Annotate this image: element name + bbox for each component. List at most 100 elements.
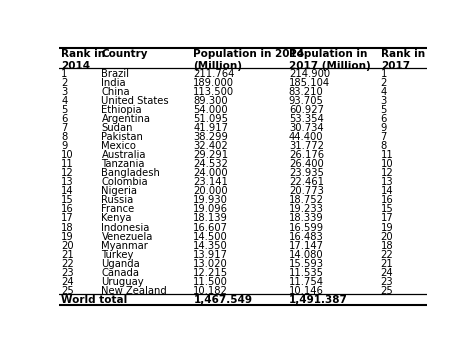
Text: 9: 9 (381, 123, 387, 133)
Text: 16: 16 (61, 204, 74, 214)
Text: 4: 4 (61, 96, 67, 106)
Text: 16.599: 16.599 (289, 222, 324, 232)
Text: 5: 5 (61, 105, 67, 115)
Text: 18.139: 18.139 (193, 214, 228, 224)
Text: 16: 16 (381, 195, 393, 205)
Text: 23: 23 (381, 277, 393, 287)
Text: 15: 15 (61, 195, 74, 205)
Text: 24: 24 (381, 268, 393, 278)
Text: 1,467.549: 1,467.549 (193, 295, 252, 305)
Text: 21: 21 (61, 250, 74, 260)
Text: 10: 10 (61, 150, 74, 160)
Text: 19.930: 19.930 (193, 195, 228, 205)
Text: 10: 10 (381, 159, 393, 169)
Text: 23: 23 (61, 268, 74, 278)
Text: Country: Country (101, 49, 148, 59)
Text: 13: 13 (61, 177, 74, 187)
Text: 113.500: 113.500 (193, 87, 235, 97)
Text: Tanzania: Tanzania (101, 159, 145, 169)
Text: Pakistan: Pakistan (101, 132, 143, 142)
Text: Ethiopia: Ethiopia (101, 105, 142, 115)
Text: 15: 15 (381, 204, 393, 214)
Text: Turkey: Turkey (101, 250, 134, 260)
Text: 31.772: 31.772 (289, 141, 324, 151)
Text: 2: 2 (61, 78, 67, 88)
Text: Nigeria: Nigeria (101, 186, 137, 197)
Text: 93.705: 93.705 (289, 96, 324, 106)
Text: 83.210: 83.210 (289, 87, 324, 97)
Text: Venezuela: Venezuela (101, 232, 153, 242)
Text: New Zealand: New Zealand (101, 286, 167, 296)
Text: 14.350: 14.350 (193, 241, 228, 251)
Text: 18.339: 18.339 (289, 214, 324, 224)
Text: Population in
2017 (Million): Population in 2017 (Million) (289, 49, 371, 70)
Text: 15.593: 15.593 (289, 259, 324, 269)
Text: 23.141: 23.141 (193, 177, 228, 187)
Text: 25: 25 (381, 286, 393, 296)
Text: Kenya: Kenya (101, 214, 132, 224)
Text: 12.215: 12.215 (193, 268, 228, 278)
Text: 16.607: 16.607 (193, 222, 228, 232)
Text: 14.500: 14.500 (193, 232, 228, 242)
Text: 20: 20 (61, 241, 74, 251)
Text: 24.000: 24.000 (193, 168, 228, 178)
Text: 19.096: 19.096 (193, 204, 228, 214)
Text: Myanmar: Myanmar (101, 241, 148, 251)
Text: 12: 12 (61, 168, 74, 178)
Text: 20.773: 20.773 (289, 186, 324, 197)
Text: Sudan: Sudan (101, 123, 133, 133)
Text: 1,491.387: 1,491.387 (289, 295, 348, 305)
Text: 6: 6 (61, 114, 67, 124)
Text: 32.402: 32.402 (193, 141, 228, 151)
Text: 38.299: 38.299 (193, 132, 228, 142)
Text: 5: 5 (381, 105, 387, 115)
Text: Australia: Australia (101, 150, 146, 160)
Text: 54.000: 54.000 (193, 105, 228, 115)
Text: Argentina: Argentina (101, 114, 151, 124)
Text: 20: 20 (381, 232, 393, 242)
Text: 17: 17 (61, 214, 74, 224)
Text: 19: 19 (61, 232, 74, 242)
Text: 30.734: 30.734 (289, 123, 323, 133)
Text: 21: 21 (381, 259, 393, 269)
Text: 11: 11 (381, 150, 393, 160)
Text: Population in 2014
(Million): Population in 2014 (Million) (193, 49, 304, 70)
Text: 13: 13 (381, 177, 393, 187)
Text: 53.354: 53.354 (289, 114, 324, 124)
Text: 22: 22 (381, 250, 393, 260)
Text: 41.917: 41.917 (193, 123, 228, 133)
Text: 11.500: 11.500 (193, 277, 228, 287)
Text: 22.461: 22.461 (289, 177, 324, 187)
Text: 20.000: 20.000 (193, 186, 228, 197)
Text: Indonesia: Indonesia (101, 222, 150, 232)
Text: Mexico: Mexico (101, 141, 137, 151)
Text: World total: World total (61, 295, 128, 305)
Text: 26.400: 26.400 (289, 159, 324, 169)
Text: China: China (101, 87, 130, 97)
Text: 3: 3 (61, 87, 67, 97)
Text: Uruguay: Uruguay (101, 277, 144, 287)
Text: 14.080: 14.080 (289, 250, 323, 260)
Text: 19: 19 (381, 222, 393, 232)
Text: 16.483: 16.483 (289, 232, 324, 242)
Text: 44.400: 44.400 (289, 132, 323, 142)
Text: Bangladesh: Bangladesh (101, 168, 160, 178)
Text: 24.532: 24.532 (193, 159, 228, 169)
Text: 7: 7 (381, 132, 387, 142)
Text: 9: 9 (61, 141, 67, 151)
Text: 17.147: 17.147 (289, 241, 324, 251)
Text: 17: 17 (381, 214, 393, 224)
Text: 14: 14 (381, 186, 393, 197)
Text: 13.917: 13.917 (193, 250, 228, 260)
Text: France: France (101, 204, 135, 214)
Text: 18: 18 (381, 241, 393, 251)
Text: India: India (101, 78, 126, 88)
Text: 7: 7 (61, 123, 67, 133)
Text: 10.146: 10.146 (289, 286, 324, 296)
Text: 22: 22 (61, 259, 74, 269)
Text: 19.233: 19.233 (289, 204, 324, 214)
Text: 189.000: 189.000 (193, 78, 234, 88)
Text: 18: 18 (61, 222, 74, 232)
Text: 6: 6 (381, 114, 387, 124)
Text: 8: 8 (381, 141, 387, 151)
